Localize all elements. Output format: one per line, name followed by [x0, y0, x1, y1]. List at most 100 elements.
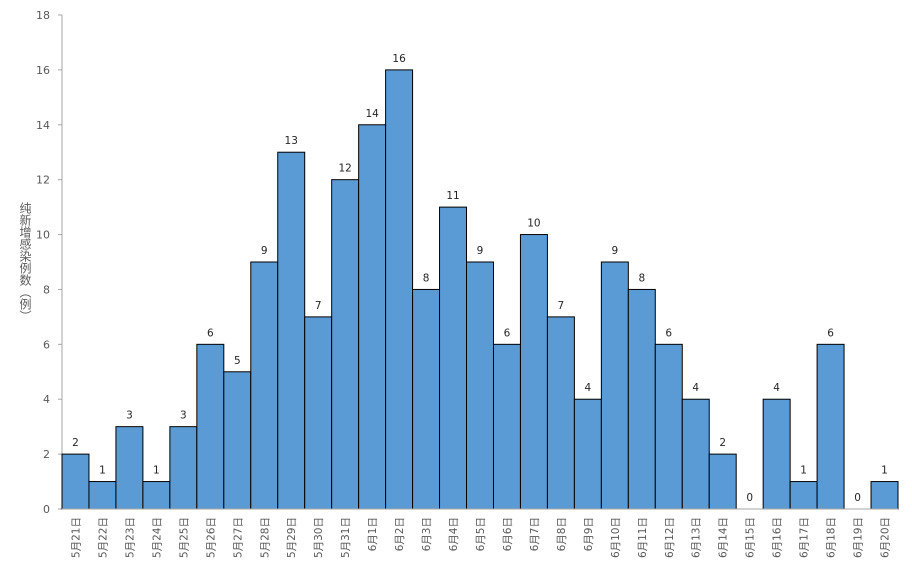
data-label: 1 — [153, 465, 160, 477]
y-tick-label: 12 — [36, 174, 50, 187]
bar — [627, 288, 656, 510]
y-axis-label: 纯新增感染例数（例） — [18, 202, 32, 322]
data-label: 16 — [392, 53, 406, 65]
x-tick-label: 5月28日 — [259, 517, 271, 558]
data-label: 1 — [881, 465, 888, 477]
bars — [61, 69, 899, 510]
bar — [816, 343, 845, 510]
bar — [789, 481, 818, 510]
data-label: 7 — [315, 300, 322, 312]
x-tick-label: 6月9日 — [583, 517, 595, 551]
x-tick-label: 5月23日 — [124, 517, 136, 558]
bar — [573, 398, 602, 510]
y-tick-label: 2 — [43, 448, 50, 461]
x-tick-label: 6月16日 — [772, 517, 784, 558]
data-label: 0 — [746, 492, 753, 504]
data-label: 1 — [99, 465, 106, 477]
data-label: 7 — [558, 300, 565, 312]
x-tick-label: 6月13日 — [691, 517, 703, 558]
bar — [600, 261, 629, 510]
y-tick-label: 18 — [36, 9, 50, 22]
x-tick-label: 5月22日 — [97, 517, 109, 558]
data-label: 2 — [72, 437, 79, 449]
y-tick-label: 10 — [36, 229, 50, 242]
y-axis: 0 2 4 6 8 10 12 14 16 18 — [36, 9, 63, 516]
y-tick-label: 14 — [36, 119, 50, 132]
bar — [169, 426, 198, 510]
x-tick-label: 6月20日 — [880, 517, 892, 558]
bar — [142, 481, 171, 510]
data-label: 8 — [423, 272, 430, 284]
x-tick-label: 6月6日 — [502, 517, 514, 551]
x-tick-label: 6月3日 — [421, 517, 433, 551]
bar — [196, 343, 225, 510]
x-tick-label: 6月12日 — [664, 517, 676, 558]
x-tick-label: 5月21日 — [70, 517, 82, 558]
y-tick-label: 8 — [43, 283, 50, 296]
data-label: 6 — [504, 327, 511, 339]
bar — [681, 398, 710, 510]
bar — [519, 234, 548, 510]
data-label: 6 — [665, 327, 672, 339]
bar — [331, 179, 360, 510]
x-tick-label: 6月11日 — [637, 517, 649, 558]
bar — [385, 69, 414, 510]
bar — [439, 206, 468, 510]
data-label: 14 — [365, 108, 379, 120]
data-label: 6 — [207, 327, 214, 339]
bar — [358, 124, 387, 510]
bar — [708, 453, 737, 510]
bar — [654, 343, 683, 510]
bar — [762, 398, 791, 510]
x-tick-label: 5月25日 — [178, 517, 190, 558]
data-label: 9 — [477, 245, 484, 257]
x-tick-label: 6月15日 — [745, 517, 757, 558]
y-tick-label: 16 — [36, 64, 50, 77]
bar — [115, 426, 144, 510]
x-tick-label: 5月27日 — [232, 517, 244, 558]
bar — [61, 453, 90, 510]
bar — [466, 261, 494, 510]
data-label: 13 — [285, 135, 298, 147]
bar — [88, 481, 117, 510]
data-label: 9 — [261, 245, 268, 257]
x-tick-label: 6月5日 — [475, 517, 487, 551]
bar — [304, 316, 333, 510]
data-label: 4 — [585, 382, 592, 394]
data-label: 2 — [719, 437, 726, 449]
bar — [250, 261, 279, 510]
bar — [412, 288, 441, 510]
bar — [277, 151, 306, 510]
data-label: 4 — [692, 382, 699, 394]
y-tick-label: 4 — [43, 393, 50, 406]
x-tick-label: 5月26日 — [205, 517, 217, 558]
x-tick-label: 6月7日 — [529, 517, 541, 551]
data-label: 6 — [827, 327, 834, 339]
data-label: 10 — [527, 218, 540, 230]
x-tick-label: 6月4日 — [448, 517, 460, 551]
x-tick-label: 5月31日 — [340, 517, 352, 558]
x-tick-label: 5月24日 — [151, 517, 163, 558]
x-tick-label: 6月14日 — [718, 517, 730, 558]
x-tick-label: 6月8日 — [556, 517, 568, 551]
y-tick-label: 6 — [43, 338, 50, 351]
x-axis: 5月21日 5月22日 5月23日 5月24日 5月25日 5月26日 5月27日 5月28日… — [62, 508, 898, 558]
x-tick-label: 6月10日 — [610, 517, 622, 558]
x-tick-label: 6月1日 — [367, 517, 379, 551]
x-tick-label: 6月18日 — [826, 517, 838, 558]
data-label: 0 — [854, 492, 861, 504]
x-tick-label: 6月2日 — [394, 517, 406, 551]
y-tick-label: 0 — [43, 503, 50, 516]
x-tick-label: 6月17日 — [799, 517, 811, 558]
data-label: 3 — [126, 410, 133, 422]
data-label: 1 — [800, 465, 807, 477]
bar — [546, 316, 575, 510]
bar — [492, 343, 521, 510]
x-tick-label: 5月29日 — [286, 517, 298, 558]
data-label: 9 — [611, 245, 618, 257]
bar — [223, 371, 252, 510]
data-label: 11 — [446, 190, 459, 202]
data-label: 12 — [338, 163, 351, 175]
